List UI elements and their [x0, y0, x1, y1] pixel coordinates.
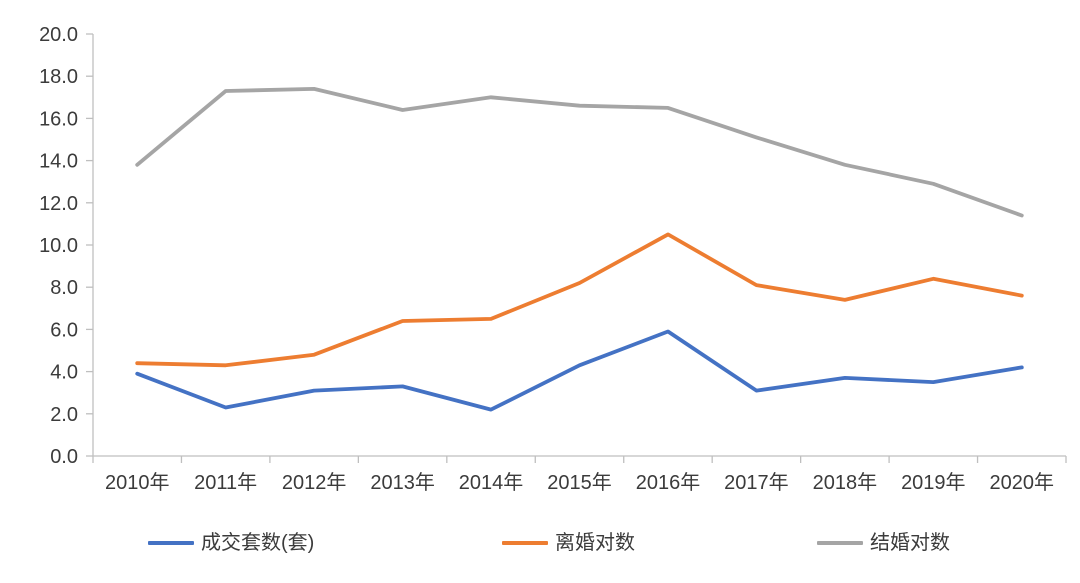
x-tick-label: 2015年 — [547, 471, 612, 494]
x-tick-label: 2011年 — [194, 471, 257, 494]
legend-item-series-3: 结婚对数 — [817, 533, 950, 553]
series-line-2 — [135, 87, 1024, 218]
y-tick-label: 16.0 — [39, 108, 78, 130]
legend-label: 成交套数(套) — [201, 532, 315, 554]
y-tick-label: 8.0 — [50, 277, 78, 299]
y-tick-label: 4.0 — [50, 362, 78, 384]
x-tick-label: 2014年 — [459, 471, 524, 494]
x-tick-label: 2012年 — [282, 471, 347, 494]
legend-label: 结婚对数 — [870, 532, 950, 554]
x-tick-label: 2013年 — [370, 471, 435, 494]
y-tick-label: 0.0 — [50, 446, 78, 468]
x-tick-label: 2010年 — [105, 471, 170, 494]
y-tick-label: 10.0 — [39, 235, 78, 257]
legend-item-series-1: 成交套数(套) — [148, 533, 314, 553]
y-tick-label: 12.0 — [39, 193, 78, 215]
x-tick-label: 2017年 — [724, 471, 789, 494]
legend-item-series-2: 离婚对数 — [502, 533, 635, 553]
legend-label: 离婚对数 — [555, 532, 635, 554]
legend-line-swatch-blue — [148, 541, 194, 545]
x-tick-label: 2019年 — [901, 471, 966, 494]
y-tick-label: 18.0 — [39, 66, 78, 88]
y-tick-label: 14.0 — [39, 151, 78, 173]
y-tick-label: 6.0 — [50, 319, 78, 341]
x-tick-label: 2016年 — [636, 471, 701, 494]
x-tick-label: 2020年 — [990, 471, 1055, 494]
legend-line-swatch-orange — [502, 541, 548, 545]
x-tick-label: 2018年 — [813, 471, 878, 494]
legend-line-swatch-gray — [817, 541, 863, 545]
y-tick-label: 20.0 — [39, 24, 78, 46]
y-tick-label: 2.0 — [50, 404, 78, 426]
series-line-1 — [135, 232, 1024, 368]
series-line-0 — [135, 329, 1024, 412]
